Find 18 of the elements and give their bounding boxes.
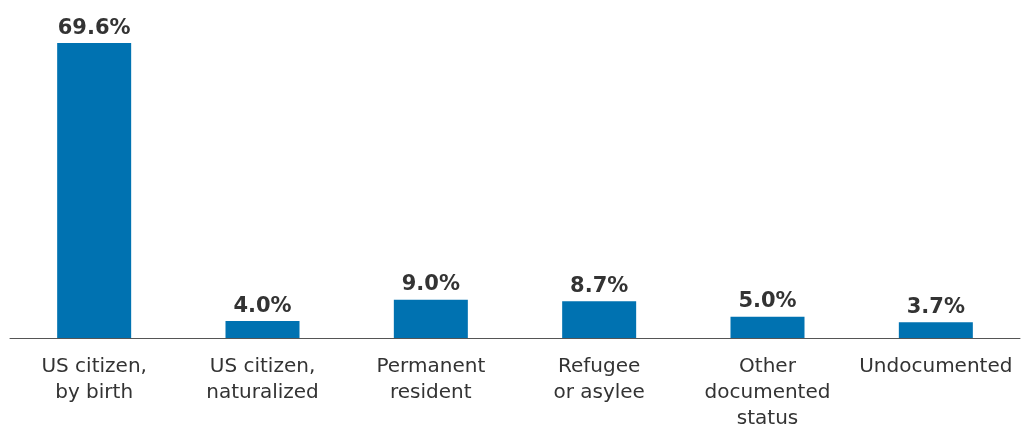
bar (898, 322, 973, 338)
x-tick-label: US citizen, naturalized (206, 353, 319, 403)
data-label: 9.0% (401, 271, 460, 296)
data-label: 8.7% (570, 272, 629, 297)
x-tick-label: US citizen, by birth (41, 353, 147, 403)
bar (225, 321, 300, 338)
bar (57, 43, 132, 338)
data-label: 5.0% (738, 288, 797, 313)
data-label: 69.6% (57, 14, 131, 39)
x-tick-label: Other documented status (704, 353, 831, 429)
data-label: 3.7% (906, 293, 965, 318)
bar (730, 316, 805, 338)
x-tick-label: Refugee or asylee (553, 353, 645, 403)
x-tick-label: Permanent resident (376, 353, 486, 403)
bar (393, 299, 468, 338)
bar (562, 301, 637, 338)
x-tick-label: Undocumented (859, 353, 1013, 377)
data-label: 4.0% (233, 292, 292, 317)
